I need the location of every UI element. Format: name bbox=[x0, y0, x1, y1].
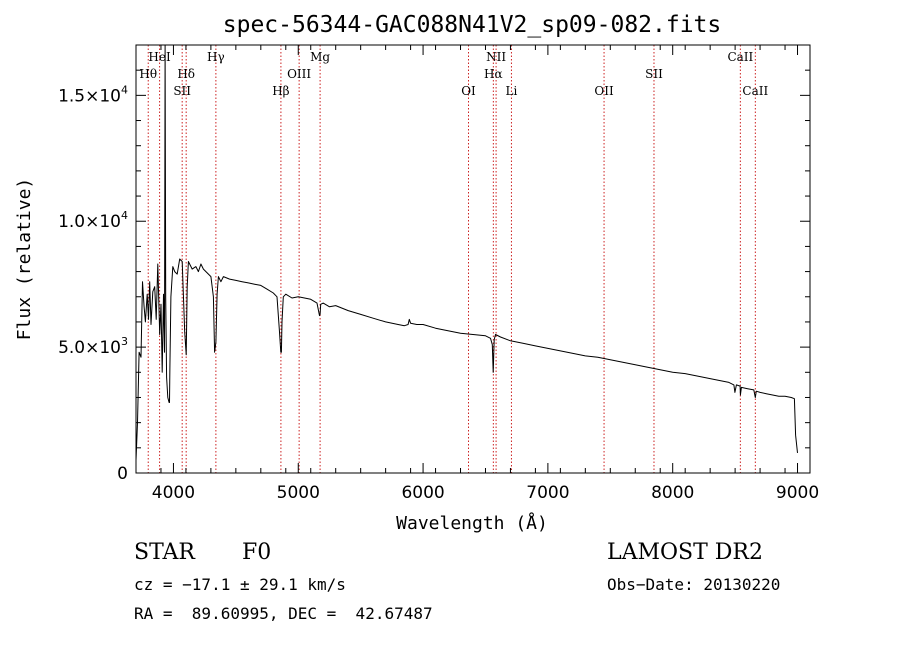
x-tick-label-1: 5000 bbox=[277, 483, 320, 503]
x-axis: 4000 5000 6000 7000 8000 9000 bbox=[135, 45, 819, 503]
object-subclass: F0 bbox=[242, 540, 272, 565]
marker-label-13: SII bbox=[645, 67, 663, 81]
marker-label-12: OII bbox=[594, 84, 614, 98]
survey-name: LAMOST DR2 bbox=[607, 540, 763, 565]
y-tick-label-0: 0 bbox=[117, 464, 128, 484]
y-axis-label: Flux (relative) bbox=[14, 178, 35, 341]
x-tick-label-2: 6000 bbox=[401, 483, 444, 503]
x-tick-label-0: 4000 bbox=[152, 483, 195, 503]
marker-label-4: Hγ bbox=[207, 50, 225, 64]
marker-label-1: HeI bbox=[148, 50, 171, 64]
coordinates: RA = 89.60995, DEC = 42.67487 bbox=[134, 604, 433, 623]
marker-label-10: Hα bbox=[484, 67, 503, 81]
plot-frame bbox=[135, 44, 811, 474]
y-tick-label-2: 1.0×104 bbox=[58, 209, 128, 232]
x-tick-label-3: 7000 bbox=[526, 483, 569, 503]
marker-label-9: NII bbox=[486, 50, 506, 64]
marker-label-3: SII bbox=[173, 84, 191, 98]
marker-label-15: CaII bbox=[742, 84, 768, 98]
x-tick-label-5: 9000 bbox=[776, 483, 819, 503]
y-tick-label-1: 5.0×103 bbox=[58, 335, 128, 358]
marker-label-5: Hβ bbox=[272, 84, 289, 98]
spectrum-series bbox=[135, 44, 798, 461]
y-tick-label-3: 1.5×104 bbox=[58, 83, 128, 106]
x-axis-label: Wavelength (Å) bbox=[396, 512, 548, 534]
marker-label-0: Hθ bbox=[139, 67, 157, 81]
marker-label-11: Li bbox=[506, 84, 518, 98]
marker-label-8: OI bbox=[461, 84, 476, 98]
marker-label-6: OIII bbox=[287, 67, 311, 81]
object-class: STAR bbox=[134, 540, 195, 565]
y-axis: 0 5.0×103 1.0×104 1.5×104 bbox=[58, 69, 810, 484]
x-tick-label-4: 8000 bbox=[651, 483, 694, 503]
marker-label-7: Mg bbox=[310, 50, 330, 64]
spectrum-line-0 bbox=[135, 44, 798, 461]
marker-label-14: CaII bbox=[727, 50, 753, 64]
redshift-velocity: cz = −17.1 ± 29.1 km/s bbox=[134, 575, 346, 594]
chart-title: spec-56344-GAC088N41V2_sp09-082.fits bbox=[223, 12, 722, 38]
observation-date: Obs−Date: 20130220 bbox=[607, 575, 781, 594]
marker-label-2: Hδ bbox=[177, 67, 195, 81]
